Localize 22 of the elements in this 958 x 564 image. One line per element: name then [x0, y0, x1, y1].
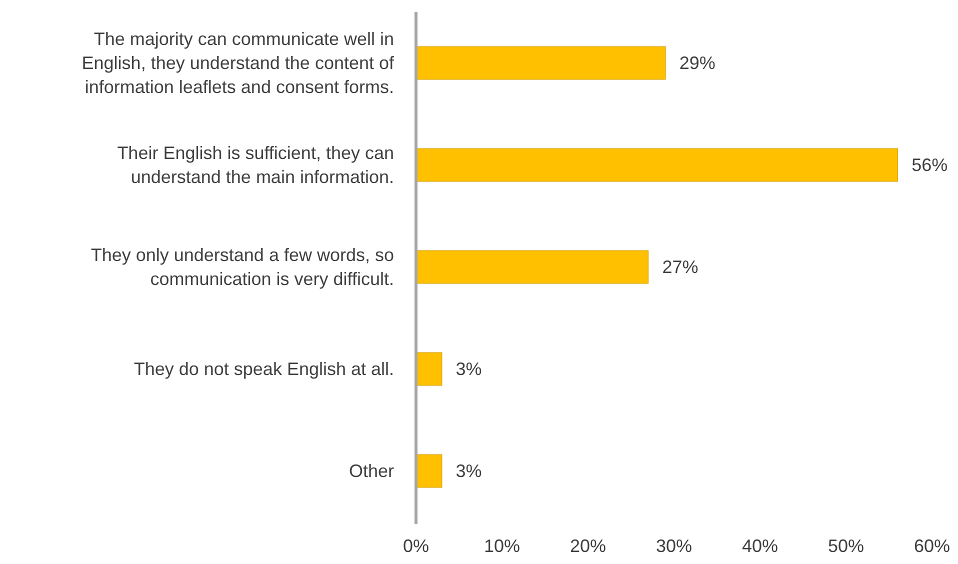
y-tick-label: Other	[348, 461, 394, 481]
y-tick-label: Their English is sufficient, they can understand the main information.	[117, 143, 394, 187]
x-tick-label: 60%	[914, 536, 950, 556]
data-label: 29%	[679, 53, 716, 73]
x-tick-label: 20%	[570, 536, 606, 556]
y-tick-label: The majority can communicate well in English, they understand the content of information leaflets and consent forms.	[82, 29, 395, 97]
y-tick-label: They only understand a few words, so communication is very difficult.	[90, 245, 394, 289]
data-label: 27%	[662, 257, 698, 277]
x-tick-label: 30%	[656, 536, 692, 556]
bar	[416, 352, 442, 386]
bar	[416, 250, 649, 284]
data-label: 56%	[912, 155, 948, 175]
y-tick-label: They do not speak English at all.	[134, 359, 394, 379]
bar	[416, 454, 442, 488]
x-tick-label: 40%	[742, 536, 778, 556]
x-tick-label: 10%	[484, 536, 520, 556]
x-tick-label: 50%	[828, 536, 864, 556]
data-label: 3%	[456, 359, 482, 379]
bar	[416, 46, 666, 80]
bar	[416, 148, 898, 182]
x-tick-label: 0%	[402, 536, 430, 556]
data-label: 3%	[456, 461, 482, 481]
